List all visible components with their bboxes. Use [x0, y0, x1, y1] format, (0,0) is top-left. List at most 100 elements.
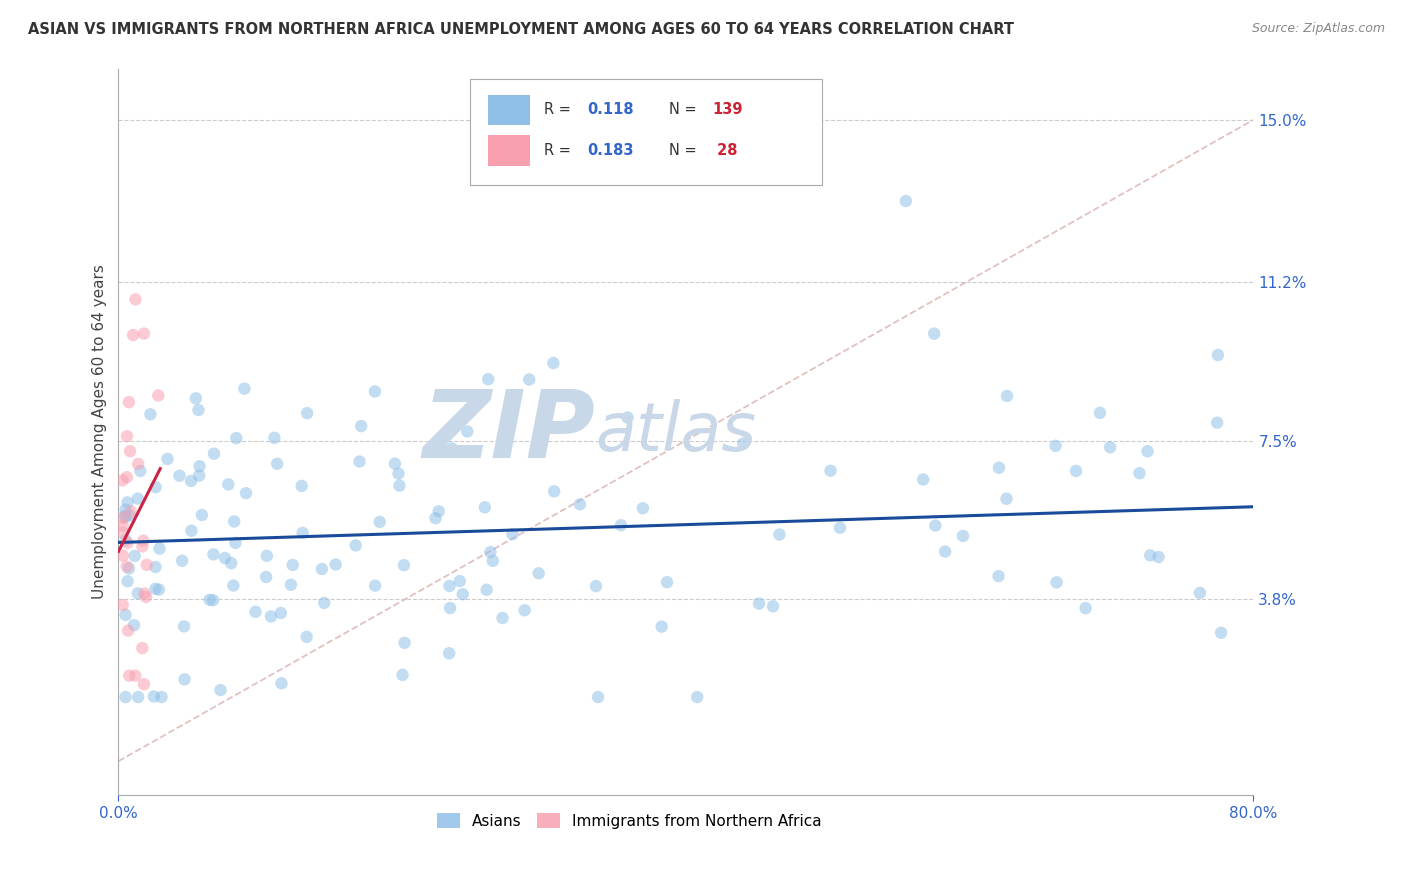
Point	[610, 518, 633, 533]
Point	[127, 491, 149, 506]
Point	[1206, 416, 1229, 430]
Point	[475, 582, 498, 597]
Point	[124, 549, 146, 563]
Point	[1206, 348, 1229, 362]
Text: R =: R =	[544, 143, 575, 158]
Point	[150, 690, 173, 704]
FancyBboxPatch shape	[470, 79, 823, 185]
Point	[568, 497, 591, 511]
Point	[217, 477, 239, 491]
Text: R =: R =	[544, 103, 575, 118]
Point	[733, 436, 755, 450]
Point	[449, 574, 471, 588]
Point	[456, 425, 478, 439]
Point	[263, 431, 285, 445]
Point	[114, 533, 136, 548]
Point	[145, 560, 167, 574]
Point	[280, 578, 302, 592]
Point	[995, 389, 1018, 403]
Point	[437, 646, 460, 660]
Point	[1088, 406, 1111, 420]
Point	[225, 431, 247, 445]
Point	[135, 590, 157, 604]
Point	[219, 556, 242, 570]
Point	[118, 395, 141, 409]
Point	[924, 518, 946, 533]
Point	[1147, 549, 1170, 564]
Point	[501, 527, 523, 541]
Point	[270, 606, 292, 620]
Point	[1045, 439, 1067, 453]
Point	[122, 328, 145, 343]
Point	[180, 524, 202, 538]
Point	[132, 533, 155, 548]
Point	[173, 673, 195, 687]
Point	[111, 549, 134, 563]
Point	[118, 561, 141, 575]
Point	[344, 538, 367, 552]
Point	[122, 618, 145, 632]
Point	[129, 464, 152, 478]
Point	[114, 502, 136, 516]
Point	[392, 558, 415, 573]
Point	[394, 636, 416, 650]
Point	[266, 457, 288, 471]
Text: 28: 28	[711, 143, 738, 158]
Point	[180, 474, 202, 488]
Point	[513, 603, 536, 617]
Point	[245, 605, 267, 619]
Point	[325, 558, 347, 572]
Point	[117, 574, 139, 589]
Point	[188, 468, 211, 483]
Point	[117, 536, 139, 550]
Point	[912, 473, 935, 487]
Point	[474, 500, 496, 515]
Point	[256, 549, 278, 563]
Point	[118, 444, 141, 458]
Point	[198, 592, 221, 607]
Point	[477, 372, 499, 386]
Point	[481, 554, 503, 568]
Point	[149, 541, 172, 556]
FancyBboxPatch shape	[488, 136, 530, 166]
Point	[1074, 601, 1097, 615]
Point	[111, 473, 134, 487]
Point	[439, 601, 461, 615]
Text: Source: ZipAtlas.com: Source: ZipAtlas.com	[1251, 22, 1385, 36]
Point	[169, 468, 191, 483]
Point	[115, 429, 138, 443]
Point	[127, 586, 149, 600]
Point	[686, 690, 709, 704]
Point	[202, 447, 225, 461]
Point	[111, 518, 134, 533]
Point	[111, 525, 134, 540]
Point	[209, 683, 232, 698]
Text: 139: 139	[711, 103, 742, 118]
Point	[127, 457, 149, 471]
Point	[118, 508, 141, 522]
Point	[922, 326, 945, 341]
Point	[118, 668, 141, 682]
Point	[224, 536, 246, 550]
Point	[131, 641, 153, 656]
Point	[184, 392, 207, 406]
Point	[132, 677, 155, 691]
Point	[148, 388, 170, 402]
Point	[1139, 549, 1161, 563]
Point	[187, 403, 209, 417]
Point	[145, 582, 167, 596]
Point	[1211, 625, 1233, 640]
Point	[350, 419, 373, 434]
Point	[191, 508, 214, 522]
Point	[224, 515, 246, 529]
Point	[139, 407, 162, 421]
Point	[364, 579, 387, 593]
Text: ASIAN VS IMMIGRANTS FROM NORTHERN AFRICA UNEMPLOYMENT AMONG AGES 60 TO 64 YEARS : ASIAN VS IMMIGRANTS FROM NORTHERN AFRICA…	[28, 22, 1014, 37]
Point	[425, 511, 447, 525]
Point	[616, 410, 638, 425]
Point	[311, 562, 333, 576]
Point	[117, 624, 139, 638]
Point	[281, 558, 304, 572]
Point	[202, 548, 225, 562]
Point	[368, 515, 391, 529]
